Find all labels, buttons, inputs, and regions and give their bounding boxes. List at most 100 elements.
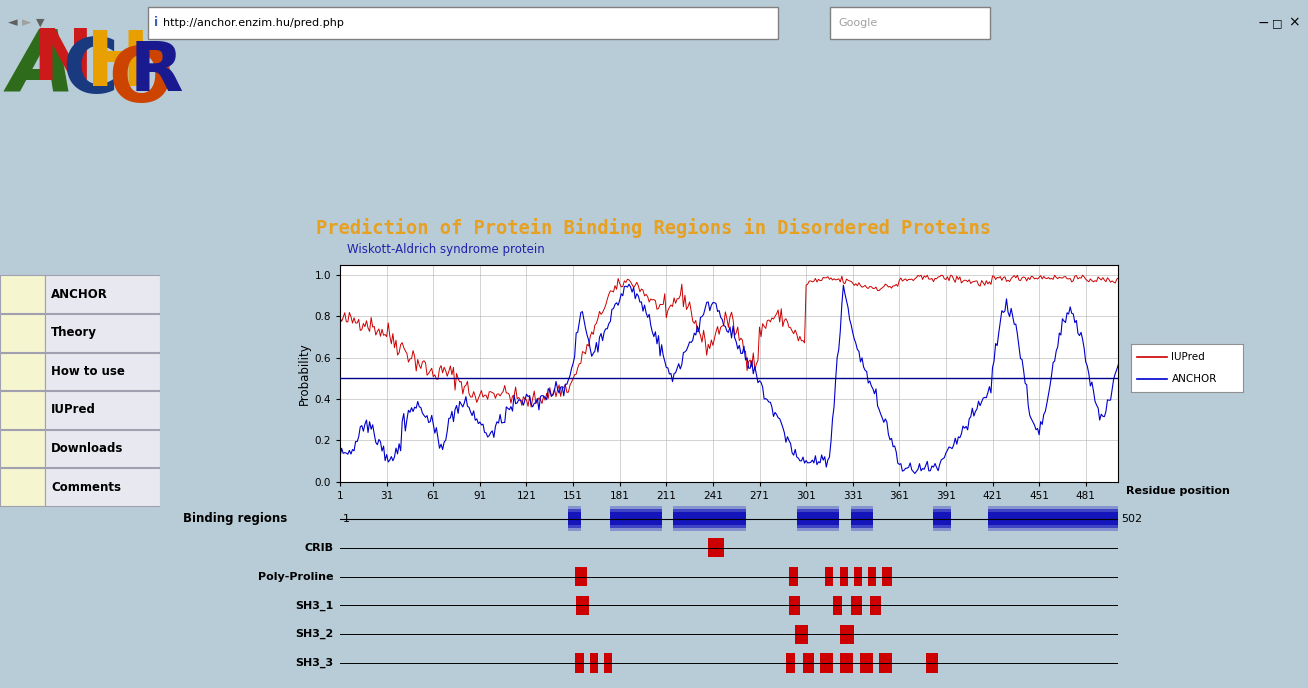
Bar xyxy=(577,596,589,615)
Bar xyxy=(854,567,862,586)
ANCHOR xyxy=(736,342,752,350)
ANCHOR xyxy=(624,288,640,296)
Text: Comments: Comments xyxy=(51,481,122,494)
ANCHOR xyxy=(906,469,922,477)
Bar xyxy=(0,391,44,429)
Bar xyxy=(569,513,581,525)
Bar xyxy=(934,509,951,528)
Bar xyxy=(786,654,795,673)
IUPred xyxy=(913,271,929,279)
Bar xyxy=(882,567,892,586)
Bar xyxy=(840,567,848,586)
Text: H: H xyxy=(86,28,150,102)
Bar xyxy=(569,506,581,531)
ANCHOR xyxy=(332,452,348,460)
IUPred xyxy=(332,314,348,322)
Bar xyxy=(44,469,160,506)
Bar xyxy=(988,513,1118,525)
Text: ▼: ▼ xyxy=(37,18,44,28)
Bar xyxy=(0,314,44,352)
Text: ANCHOR: ANCHOR xyxy=(1172,374,1216,384)
Bar xyxy=(789,567,798,586)
Bar xyxy=(672,509,746,528)
ANCHOR xyxy=(467,416,483,424)
Text: R: R xyxy=(129,38,183,105)
Text: Prediction of Protein Binding Regions in Disordered Proteins: Prediction of Protein Binding Regions in… xyxy=(317,217,991,238)
Bar xyxy=(44,430,160,467)
Bar xyxy=(869,567,876,586)
Line: ANCHOR: ANCHOR xyxy=(340,284,1118,473)
IUPred xyxy=(1110,274,1126,282)
Bar xyxy=(0,275,44,313)
Bar xyxy=(879,654,892,673)
Text: −: − xyxy=(1258,16,1270,30)
Bar xyxy=(852,513,872,525)
IUPred xyxy=(624,281,640,289)
Bar xyxy=(590,654,598,673)
Text: Residue position: Residue position xyxy=(1126,486,1230,496)
Text: ×: × xyxy=(1288,16,1300,30)
Bar xyxy=(795,625,807,644)
Bar xyxy=(611,509,662,528)
Text: Google: Google xyxy=(838,18,878,28)
Text: 1: 1 xyxy=(343,514,349,524)
Bar xyxy=(44,314,160,352)
Bar xyxy=(861,654,872,673)
ANCHOR xyxy=(613,290,629,298)
Bar xyxy=(604,654,612,673)
Text: A: A xyxy=(9,25,76,109)
Text: ►: ► xyxy=(22,17,31,30)
ANCHOR xyxy=(917,465,933,473)
Bar xyxy=(789,596,800,615)
Bar xyxy=(797,509,838,528)
Bar xyxy=(870,596,880,615)
Bar xyxy=(832,596,842,615)
Text: How to use: How to use xyxy=(51,365,126,378)
Text: C: C xyxy=(61,35,118,109)
Bar xyxy=(611,513,662,525)
Bar xyxy=(831,7,990,39)
Bar xyxy=(926,654,938,673)
Text: Theory: Theory xyxy=(51,326,97,339)
Text: SH3_3: SH3_3 xyxy=(296,658,334,668)
Text: Poly-Proline: Poly-Proline xyxy=(258,572,334,581)
Bar xyxy=(852,509,872,528)
Text: CRIB: CRIB xyxy=(305,543,334,552)
Bar xyxy=(574,654,583,673)
Bar xyxy=(934,506,951,531)
Text: N: N xyxy=(33,26,93,96)
Bar xyxy=(708,538,723,557)
IUPred xyxy=(736,348,752,356)
IUPred xyxy=(523,403,539,411)
Text: SH3_2: SH3_2 xyxy=(296,630,334,639)
Bar xyxy=(0,430,44,467)
ANCHOR xyxy=(1110,361,1126,369)
Bar xyxy=(0,469,44,506)
Bar xyxy=(44,391,160,429)
Text: ANCHOR: ANCHOR xyxy=(51,288,109,301)
Bar xyxy=(852,596,862,615)
Bar xyxy=(569,509,581,528)
ANCHOR xyxy=(621,280,637,288)
Bar xyxy=(852,506,872,531)
Bar xyxy=(988,509,1118,528)
Text: IUPred: IUPred xyxy=(51,403,95,416)
Text: 502: 502 xyxy=(1121,514,1142,524)
Line: IUPred: IUPred xyxy=(340,275,1118,407)
Text: Binding regions: Binding regions xyxy=(183,513,288,525)
Bar xyxy=(988,506,1118,531)
Text: ◄: ◄ xyxy=(8,17,17,30)
Bar xyxy=(44,352,160,390)
Text: □: □ xyxy=(1271,18,1283,28)
Text: IUPred: IUPred xyxy=(1172,352,1205,363)
ANCHOR xyxy=(836,281,852,290)
Bar xyxy=(840,625,854,644)
Bar xyxy=(840,654,853,673)
Text: http://anchor.enzim.hu/pred.php: http://anchor.enzim.hu/pred.php xyxy=(164,18,344,28)
IUPred xyxy=(917,272,933,280)
Bar xyxy=(797,506,838,531)
IUPred xyxy=(836,279,852,287)
Bar xyxy=(820,654,832,673)
Bar xyxy=(574,567,587,586)
Bar xyxy=(672,513,746,525)
